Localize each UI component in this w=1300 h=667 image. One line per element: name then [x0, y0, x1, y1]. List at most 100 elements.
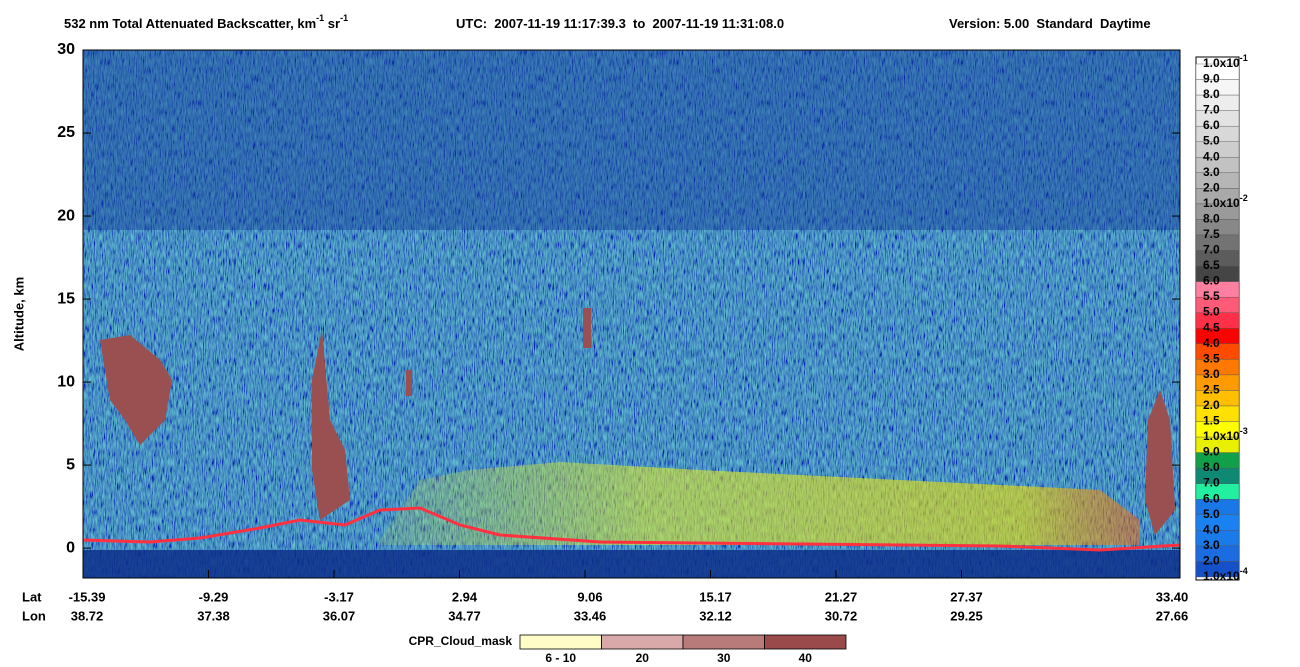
colorbar-label-text: 8.0 [1203, 212, 1220, 226]
x-row-label: Lat [22, 589, 42, 604]
colorbar-label: 8.0 [1203, 87, 1220, 101]
plot-frame [82, 49, 1181, 579]
y-tick-label: 0 [66, 539, 75, 556]
colorbar-label: 2.0 [1203, 181, 1220, 195]
y-tick-label: 15 [57, 290, 75, 307]
colorbar-label: 6.0 [1203, 274, 1220, 288]
colorbar-label: 3.0 [1203, 165, 1220, 179]
colorbar-label-exp: -2 [1240, 193, 1248, 203]
legend-label: 30 [717, 651, 731, 665]
colorbar-label-text: 1.5 [1203, 414, 1220, 428]
colorbar-label-text: 8.0 [1203, 87, 1220, 101]
x-tick-label: 30.72 [825, 608, 858, 623]
colorbar-label: 2.0 [1203, 554, 1220, 568]
y-tick-label: 30 [57, 41, 75, 58]
chart-title: 532 nm Total Attenuated Backscatter, km-… [64, 13, 1151, 31]
colorbar-label-text: 6.0 [1203, 274, 1220, 288]
x-tick-label: 33.40 [1156, 589, 1189, 604]
colorbar-label: 8.0 [1203, 212, 1220, 226]
colorbar-label-text: 9.0 [1203, 72, 1220, 86]
legend-swatch [519, 634, 602, 650]
colorbar-label-text: 9.0 [1203, 445, 1220, 459]
colorbar-label-text: 4.0 [1203, 523, 1220, 537]
colorbar-label: 6.0 [1203, 118, 1220, 132]
colorbar-label-text: 3.0 [1203, 165, 1220, 179]
colorbar-label-text: 7.5 [1203, 227, 1220, 241]
colorbar-label: 5.0 [1203, 507, 1220, 521]
colorbar-label-text: 6.5 [1203, 258, 1220, 272]
colorbar-label: 1.0x10-4 [1203, 566, 1248, 583]
colorbar-label-text: 6.0 [1203, 491, 1220, 505]
colorbar-label-text: 3.0 [1203, 367, 1220, 381]
colorbar-label: 7.0 [1203, 243, 1220, 257]
colorbar-label: 3.0 [1203, 538, 1220, 552]
x-tick-label: 34.77 [448, 608, 481, 623]
colorbar-label-text: 3.0 [1203, 538, 1220, 552]
x-tick-label: 33.46 [574, 608, 607, 623]
legend-label: 40 [799, 651, 813, 665]
colorbar-label-text: 5.0 [1203, 134, 1220, 148]
colorbar-label-text: 2.0 [1203, 554, 1220, 568]
colorbar-label: 2.0 [1203, 398, 1220, 412]
colorbar-label: 4.0 [1203, 336, 1220, 350]
colorbar-label-text: 1.0x10 [1203, 196, 1240, 210]
colorbar-label-text: 6.0 [1203, 118, 1220, 132]
colorbar-label: 7.0 [1203, 476, 1220, 490]
colorbar-label-text: 1.0x10 [1203, 429, 1240, 443]
colorbar-label-text: 2.0 [1203, 181, 1220, 195]
colorbar-label-text: 2.5 [1203, 383, 1220, 397]
title-utc: UTC: 2007-11-19 11:17:39.3 to 2007-11-19… [456, 16, 784, 31]
colorbar-label: 3.0 [1203, 367, 1220, 381]
legend-swatch [764, 634, 847, 650]
x-tick-label: 21.27 [825, 589, 858, 604]
legend-swatch [682, 634, 765, 650]
x-tick-label: 9.06 [577, 589, 602, 604]
title-text: 532 nm Total Attenuated Backscatter, km [64, 16, 316, 31]
colorbar-label: 1.0x10-2 [1203, 193, 1248, 210]
y-tick-label: 20 [57, 207, 75, 224]
colorbar-label: 4.0 [1203, 523, 1220, 537]
legend-label: 6 - 10 [545, 651, 576, 665]
colorbar-label-text: 7.0 [1203, 476, 1220, 490]
colorbar-swatch [1195, 561, 1240, 578]
y-tick-label: 5 [66, 456, 75, 473]
colorbar-label-text: 7.0 [1203, 103, 1220, 117]
colorbar-label: 4.0 [1203, 149, 1220, 163]
x-tick-label: 38.72 [71, 608, 104, 623]
colorbar-label: 6.0 [1203, 491, 1220, 505]
colorbar-label-text: 4.5 [1203, 320, 1220, 334]
colorbar-label-exp: -3 [1240, 426, 1248, 436]
colorbar-label: 9.0 [1203, 72, 1220, 86]
colorbar-label-text: 5.0 [1203, 507, 1220, 521]
x-tick-label: 37.38 [197, 608, 230, 623]
colorbar-label-text: 4.0 [1203, 336, 1220, 350]
x-tick-label: 29.25 [950, 608, 983, 623]
colorbar-label-text: 7.0 [1203, 243, 1220, 257]
title-exp: -1 [316, 13, 324, 23]
colorbar-label: 5.0 [1203, 134, 1220, 148]
x-tick-label: 27.66 [1156, 608, 1189, 623]
colorbar-label-text: 3.5 [1203, 352, 1220, 366]
colorbar-label: 1.0x10-3 [1203, 426, 1248, 443]
colorbar-label: 3.5 [1203, 352, 1220, 366]
x-tick-label: 27.37 [950, 589, 983, 604]
colorbar-label: 1.0x10-1 [1203, 53, 1248, 70]
backscatter-image [83, 50, 1180, 578]
colorbar-label: 9.0 [1203, 445, 1220, 459]
title-exp: -1 [340, 13, 348, 23]
x-tick-label: -3.17 [324, 589, 354, 604]
legend-swatch [601, 634, 684, 650]
colorbar-label-exp: -4 [1240, 566, 1248, 576]
x-tick-label: 2.94 [452, 589, 478, 604]
x-tick-label: 32.12 [699, 608, 732, 623]
colorbar-label-text: 2.0 [1203, 398, 1220, 412]
colorbar-label: 5.5 [1203, 289, 1220, 303]
colorbar-label-exp: -1 [1240, 53, 1248, 63]
colorbar-label-text: 4.0 [1203, 149, 1220, 163]
legend-title: CPR_Cloud_mask [409, 634, 513, 648]
legend-label: 20 [636, 651, 650, 665]
x-tick-label: 15.17 [699, 589, 732, 604]
colorbar-label: 7.0 [1203, 103, 1220, 117]
colorbar-label-text: 1.0x10 [1203, 569, 1240, 583]
